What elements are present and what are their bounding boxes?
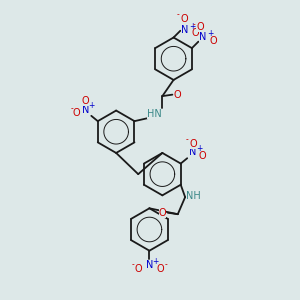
Text: -: - — [186, 136, 189, 145]
Text: -: - — [165, 260, 168, 269]
Text: O: O — [73, 108, 80, 118]
Text: +: + — [196, 144, 203, 153]
Text: -: - — [70, 104, 73, 113]
Text: +: + — [153, 257, 159, 266]
Text: O: O — [192, 28, 200, 38]
Text: O: O — [209, 36, 217, 46]
Text: +: + — [89, 101, 95, 110]
Text: O: O — [196, 22, 204, 32]
Text: O: O — [82, 96, 89, 106]
Text: O: O — [189, 139, 197, 148]
Text: +: + — [189, 22, 195, 31]
Text: +: + — [207, 29, 213, 38]
Text: O: O — [157, 264, 164, 274]
Text: -: - — [132, 260, 135, 269]
Text: -: - — [177, 10, 179, 19]
Text: O: O — [159, 208, 166, 218]
Text: N: N — [82, 105, 89, 115]
Text: N: N — [146, 260, 153, 270]
Text: -: - — [193, 20, 196, 29]
Text: N: N — [189, 147, 197, 158]
Text: NH: NH — [186, 190, 201, 201]
Text: N: N — [200, 32, 207, 42]
Text: O: O — [181, 14, 188, 24]
Text: O: O — [134, 264, 142, 274]
Text: O: O — [198, 151, 206, 161]
Text: O: O — [174, 90, 182, 100]
Text: N: N — [181, 25, 188, 35]
Text: HN: HN — [147, 109, 161, 119]
